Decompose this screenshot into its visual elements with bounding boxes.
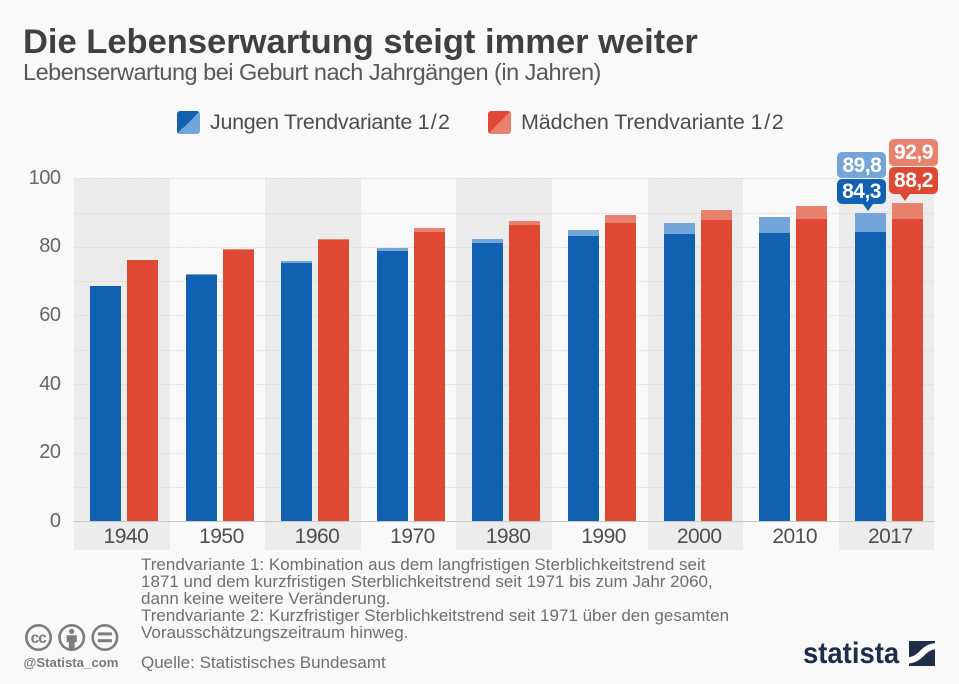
svg-text:cc: cc: [31, 630, 48, 647]
